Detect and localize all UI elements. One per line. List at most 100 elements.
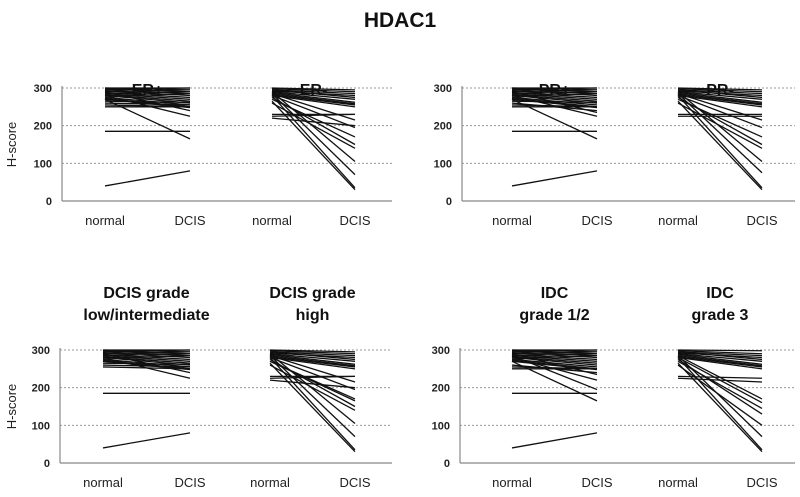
paired-line	[269, 356, 356, 368]
paired-line	[677, 87, 763, 91]
paired-line	[511, 349, 598, 353]
paired-line	[271, 117, 356, 127]
paired-line	[677, 93, 763, 105]
paired-line	[104, 102, 191, 106]
paired-line	[677, 356, 763, 404]
paired-line	[102, 353, 191, 357]
paired-line	[511, 356, 598, 366]
paired-line	[104, 94, 191, 117]
paired-line	[677, 357, 763, 451]
y-tick-label: 300	[434, 83, 452, 95]
y-tick-label: 200	[32, 383, 50, 395]
paired-line	[677, 94, 763, 129]
x-tick-label: DCIS	[746, 475, 777, 490]
group-title: IDC	[706, 285, 734, 302]
paired-line	[271, 91, 356, 162]
paired-line	[269, 379, 356, 389]
paired-line	[677, 362, 763, 453]
paired-line	[511, 355, 598, 391]
group-title: grade 3	[692, 307, 749, 324]
paired-line	[511, 351, 598, 357]
paired-line	[677, 355, 763, 400]
paired-line	[677, 356, 763, 368]
paired-line	[677, 355, 763, 367]
paired-line	[677, 95, 763, 189]
x-tick-label: DCIS	[339, 475, 370, 490]
paired-line	[102, 351, 191, 355]
paired-line	[511, 98, 598, 140]
paired-line	[269, 351, 356, 361]
paired-line	[269, 355, 356, 367]
paired-line	[677, 364, 763, 426]
paired-line	[511, 91, 598, 95]
paired-line	[269, 353, 356, 424]
paired-line	[102, 364, 191, 368]
paired-line	[271, 93, 356, 176]
paired-line	[511, 360, 598, 402]
y-tick-label: 0	[44, 458, 50, 470]
paired-line	[271, 87, 356, 91]
paired-line	[511, 91, 598, 114]
paired-line	[511, 170, 598, 187]
paired-line	[511, 94, 598, 117]
paired-line	[269, 360, 356, 402]
y-tick-label: 100	[434, 158, 452, 170]
paired-line	[269, 355, 356, 383]
paired-line	[104, 91, 191, 95]
paired-line	[271, 94, 356, 129]
paired-line	[271, 94, 356, 106]
paired-line	[269, 353, 356, 365]
paired-line	[677, 89, 763, 99]
paired-line	[104, 91, 191, 112]
paired-line	[102, 355, 191, 359]
x-tick-label: normal	[252, 213, 292, 228]
y-axis-label: H-score	[4, 122, 19, 168]
x-tick-label: DCIS	[581, 475, 612, 490]
y-tick-label: 100	[32, 420, 50, 432]
paired-line	[102, 432, 191, 449]
paired-line	[271, 95, 356, 189]
paired-line	[104, 89, 191, 95]
y-tick-label: 0	[444, 458, 450, 470]
paired-line	[271, 88, 356, 93]
x-tick-label: normal	[85, 213, 125, 228]
paired-line	[677, 94, 763, 106]
paired-line	[677, 88, 763, 93]
paired-line	[677, 351, 763, 361]
group-title: DCIS grade	[269, 285, 355, 302]
y-tick-label: 100	[34, 158, 52, 170]
paired-line	[269, 355, 356, 438]
paired-line	[677, 96, 763, 146]
paired-line	[677, 91, 763, 103]
paired-line	[269, 353, 356, 362]
paired-line	[511, 89, 598, 95]
paired-line	[677, 355, 763, 438]
paired-line	[677, 93, 763, 121]
paired-line	[271, 93, 356, 105]
x-tick-label: normal	[658, 213, 698, 228]
paired-line	[269, 357, 356, 451]
paired-line	[269, 350, 356, 355]
paired-line	[677, 353, 763, 362]
paired-line	[269, 356, 356, 391]
paired-line	[511, 353, 598, 357]
x-tick-label: DCIS	[174, 213, 205, 228]
paired-line	[102, 356, 191, 379]
paired-line	[511, 89, 598, 93]
y-tick-label: 100	[432, 420, 450, 432]
paired-line	[677, 91, 763, 100]
group-title: low/intermediate	[83, 307, 209, 324]
group-title: DCIS grade	[103, 285, 189, 302]
paired-line	[511, 353, 598, 376]
paired-line	[102, 349, 191, 353]
paired-line	[677, 356, 763, 370]
paired-line	[102, 351, 191, 357]
paired-line	[677, 350, 763, 355]
paired-line	[677, 349, 763, 352]
y-axis-label: H-score	[4, 384, 19, 430]
paired-line	[104, 93, 191, 97]
paired-line	[104, 97, 191, 108]
paired-line	[271, 100, 356, 191]
paired-line	[271, 89, 356, 99]
